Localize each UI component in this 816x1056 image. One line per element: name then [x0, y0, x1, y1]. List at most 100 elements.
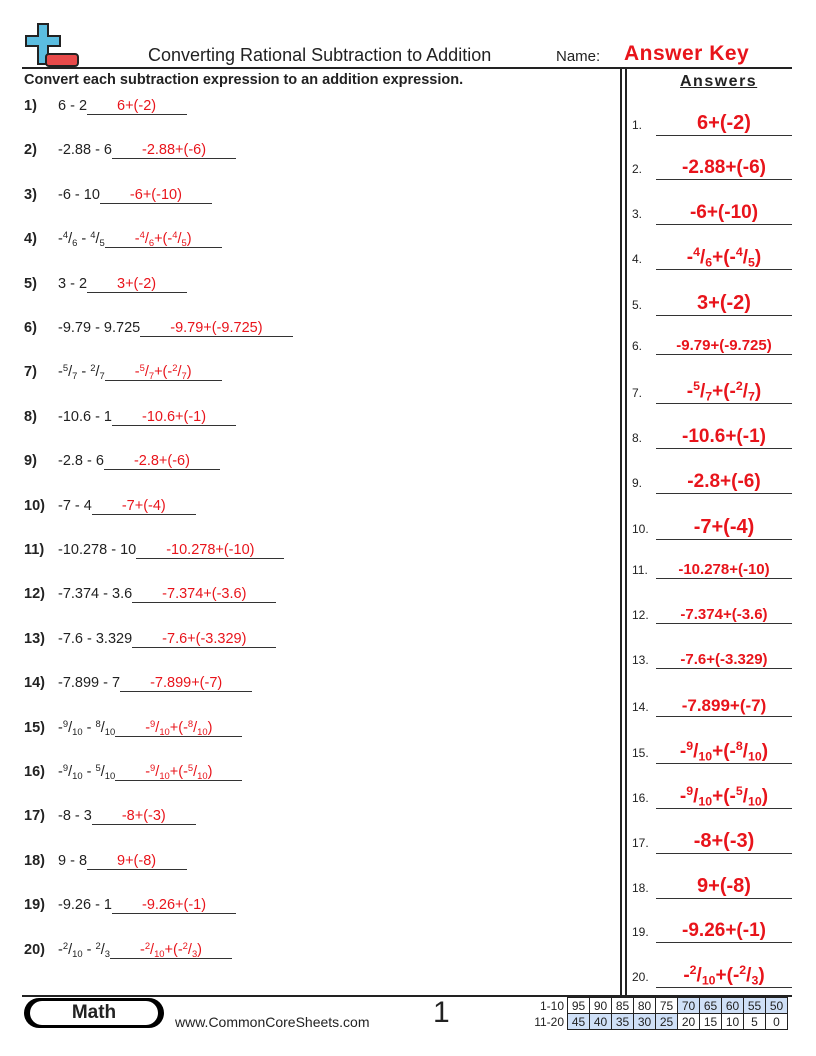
- problem-expression: 9 - 8: [58, 852, 88, 869]
- score-cell: 35: [611, 1013, 634, 1030]
- problem-row: 5) 3 - 2 3+(-2): [24, 275, 188, 293]
- answers-heading: Answers: [680, 73, 758, 90]
- answer-row: 8. -10.6+(-1): [632, 426, 792, 450]
- answer-number: 6.: [632, 338, 643, 353]
- problem-row: 18) 9 - 8 9+(-8): [24, 852, 188, 870]
- score-table: 1-10 95 90 85 80 75 70 65 60 55 50 11-20 45 40 35 30 25 2…: [528, 997, 788, 1030]
- answer-blank[interactable]: -2.88+(-6): [112, 142, 237, 160]
- answer-blank[interactable]: -7.899+(-7): [120, 675, 253, 693]
- answer-key-value: -5/7+(-2/7): [656, 380, 792, 405]
- score-cell: 75: [655, 997, 678, 1014]
- problem-expression: -4/6 - 4/5: [58, 229, 105, 248]
- answer-key-value: -9/10+(-8/10): [656, 740, 792, 764]
- answer-blank[interactable]: -2/10+(-2/3): [109, 940, 233, 959]
- problem-number: 20): [24, 941, 45, 958]
- answer-blank[interactable]: -9.79+(-9.725): [140, 320, 293, 337]
- answer-number: 20.: [632, 970, 649, 985]
- answer-blank[interactable]: -10.6+(-1): [112, 409, 237, 426]
- answer-blank[interactable]: -2.8+(-6): [103, 453, 220, 471]
- problem-number: 10): [24, 497, 45, 514]
- answer-blank[interactable]: -7+(-4): [91, 498, 196, 515]
- answer-blank[interactable]: -9/10+(-5/10): [115, 763, 243, 781]
- score-cell: 20: [677, 1013, 700, 1030]
- problem-number: 1): [24, 98, 37, 114]
- answer-blank[interactable]: -7.6+(-3.329): [132, 631, 277, 648]
- answer-row: 20. -2/10+(-2/3): [632, 964, 792, 989]
- answer-key-value: -9.79+(-9.725): [656, 337, 792, 355]
- answer-row: 17. -8+(-3): [632, 830, 792, 855]
- score-cell: 40: [589, 1013, 612, 1030]
- score-cell: 10: [721, 1013, 744, 1030]
- score-cell: 90: [589, 997, 612, 1014]
- answer-number: 17.: [632, 836, 649, 851]
- problem-number: 15): [24, 719, 45, 736]
- problem-number: 11): [24, 542, 45, 558]
- answer-row: 13. -7.6+(-3.329): [632, 651, 792, 669]
- score-cell: 80: [633, 997, 656, 1014]
- score-cell: 50: [765, 997, 788, 1014]
- answer-row: 4. -4/6+(-4/5): [632, 246, 792, 270]
- score-row: 11-20 45 40 35 30 25 20 15 10 5 0: [528, 1013, 788, 1030]
- problem-number: 9): [24, 453, 37, 470]
- answer-blank[interactable]: -8+(-3): [91, 808, 196, 826]
- score-cell: 0: [765, 1013, 788, 1030]
- problem-row: 9) -2.8 - 6 -2.8+(-6): [24, 453, 220, 471]
- answer-number: 9.: [632, 476, 643, 491]
- answer-blank[interactable]: -9.26+(-1): [112, 897, 237, 915]
- answer-blank[interactable]: -6+(-10): [99, 187, 212, 204]
- answer-blank[interactable]: -5/7+(-2/7): [104, 363, 222, 382]
- problem-row: 12) -7.374 - 3.6 -7.374+(-3.6): [24, 586, 277, 604]
- problem-expression: -8 - 3: [58, 808, 92, 825]
- answer-key-value: -2/10+(-2/3): [656, 964, 792, 989]
- problem-expression: 6 - 2: [58, 98, 88, 114]
- answer-row: 9. -2.8+(-6): [632, 471, 792, 495]
- website-link[interactable]: www.CommonCoreSheets.com: [175, 1014, 370, 1030]
- problem-expression: -5/7 - 2/7: [58, 362, 105, 382]
- problem-row: 11) -10.278 - 10 -10.278+(-10): [24, 542, 285, 559]
- answer-number: 3.: [632, 206, 643, 221]
- answer-row: 12. -7.374+(-3.6): [632, 606, 792, 624]
- answer-row: 15. -9/10+(-8/10): [632, 740, 792, 764]
- problem-expression: -7 - 4: [58, 497, 92, 514]
- score-cell: 60: [721, 997, 744, 1014]
- answer-blank[interactable]: 6+(-2): [87, 98, 188, 115]
- score-cell: 5: [743, 1013, 766, 1030]
- score-cell: 15: [699, 1013, 722, 1030]
- answer-blank[interactable]: -4/6+(-4/5): [104, 230, 222, 249]
- answer-blank[interactable]: 9+(-8): [87, 853, 188, 870]
- answer-blank[interactable]: -7.374+(-3.6): [132, 586, 277, 604]
- answer-number: 14.: [632, 699, 649, 714]
- answer-key-value: -2.8+(-6): [656, 471, 792, 495]
- answer-blank[interactable]: -10.278+(-10): [136, 542, 285, 559]
- problem-expression: -7.6 - 3.329: [58, 630, 133, 647]
- answer-row: 10. -7+(-4): [632, 516, 792, 541]
- problem-expression: -2.8 - 6: [58, 453, 104, 470]
- plus-minus-logo-icon: [25, 23, 79, 67]
- problem-expression: -9.79 - 9.725: [58, 320, 141, 336]
- problem-number: 6): [24, 320, 37, 336]
- answer-row: 3. -6+(-10): [632, 202, 792, 225]
- score-cell: 85: [611, 997, 634, 1014]
- answer-key-value: -6+(-10): [656, 202, 792, 225]
- score-cell: 45: [567, 1013, 590, 1030]
- score-cell: 55: [743, 997, 766, 1014]
- score-cell: 25: [655, 1013, 678, 1030]
- answer-blank[interactable]: 3+(-2): [87, 276, 188, 293]
- answer-key-value: -4/6+(-4/5): [656, 246, 792, 270]
- score-cell: 95: [567, 997, 590, 1014]
- problem-number: 5): [24, 275, 37, 292]
- answer-key-value: -7.374+(-3.6): [656, 606, 792, 624]
- problem-number: 3): [24, 186, 37, 203]
- divider: [625, 67, 627, 997]
- problem-row: 16) -9/10 - 5/10 -9/10+(-5/10): [24, 763, 243, 781]
- answer-row: 14. -7.899+(-7): [632, 696, 792, 717]
- answer-blank[interactable]: -9/10+(-8/10): [115, 718, 243, 737]
- problem-row: 6) -9.79 - 9.725 -9.79+(-9.725): [24, 320, 293, 337]
- subject-label: Math: [30, 1001, 158, 1025]
- problem-number: 12): [24, 586, 45, 603]
- answer-key-value: -9/10+(-5/10): [656, 785, 792, 809]
- answer-number: 12.: [632, 607, 649, 622]
- answer-key-value: -9.26+(-1): [656, 920, 792, 944]
- problem-number: 13): [24, 630, 45, 647]
